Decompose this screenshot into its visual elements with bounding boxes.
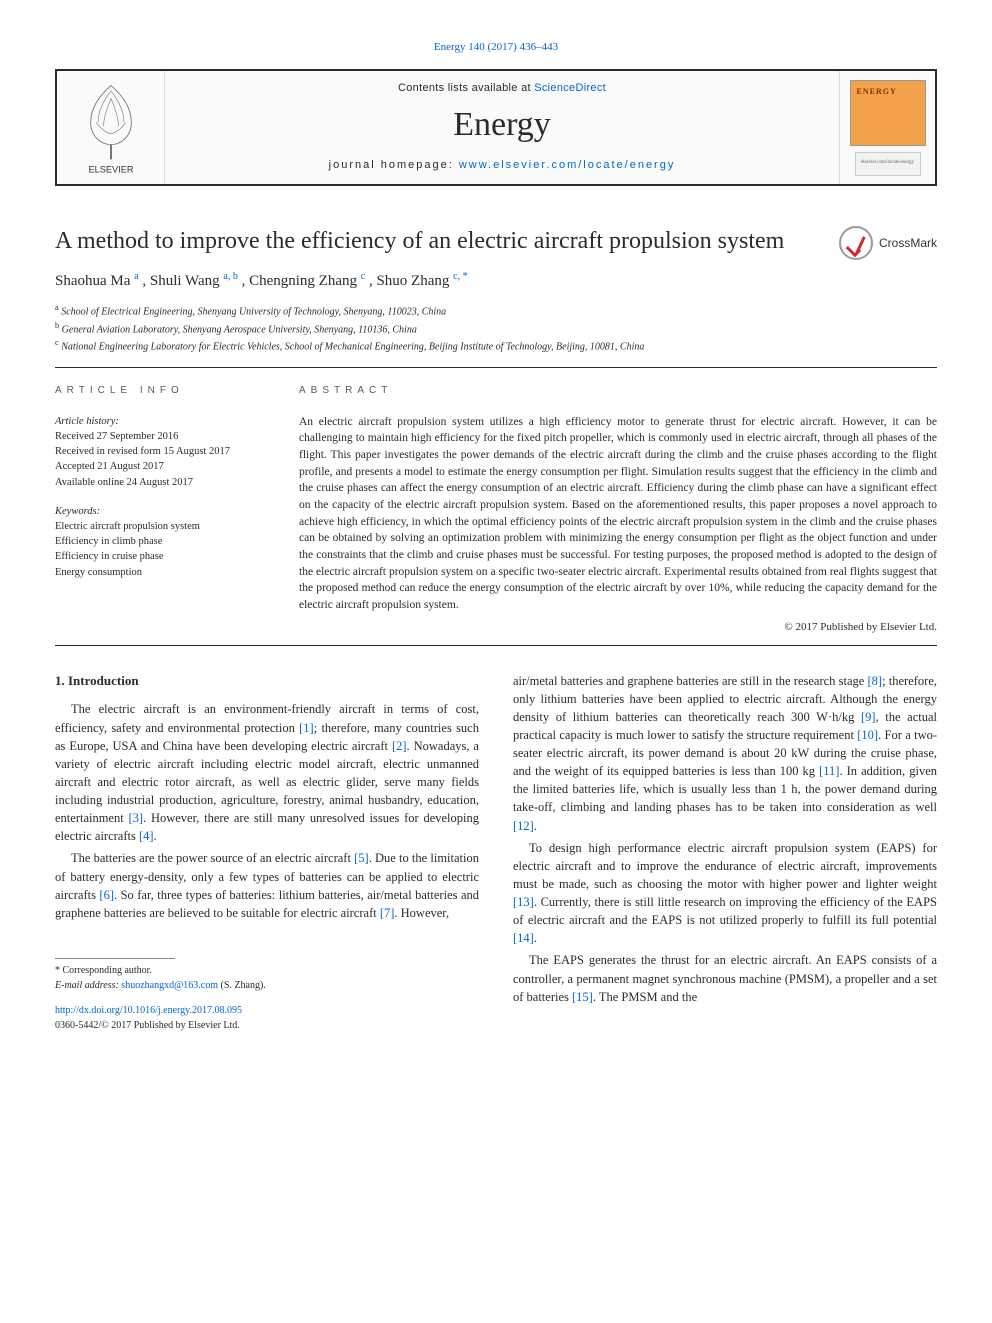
email-line: E-mail address: shuozhangxd@163.com (S. … [55,978,479,993]
intro-p1: The electric aircraft is an environment-… [55,700,479,845]
ref-6[interactable]: [6] [99,888,114,902]
history-accepted: Accepted 21 August 2017 [55,459,265,474]
history-revised: Received in revised form 15 August 2017 [55,444,265,459]
right-p2: To design high performance electric airc… [513,839,937,948]
ref-7[interactable]: [7] [380,906,395,920]
elsevier-tree-icon: ELSEVIER [67,80,155,176]
divider-top [55,367,937,368]
ref-9[interactable]: [9] [861,710,876,724]
author-1: Shaohua Ma [55,273,134,289]
divider-bottom [55,645,937,646]
author-3: , Chengning Zhang [242,273,361,289]
author-3-aff: c [361,271,365,282]
article-history: Article history: Received 27 September 2… [55,414,265,490]
sciencedirect-link[interactable]: ScienceDirect [534,82,606,94]
ref-1[interactable]: [1] [299,721,314,735]
crossmark-label: CrossMark [879,235,937,251]
author-2: , Shuli Wang [142,273,223,289]
issn-line: 0360-5442/© 2017 Published by Elsevier L… [55,1018,479,1033]
ref-4[interactable]: [4] [139,829,154,843]
author-1-aff: a [134,271,138,282]
keyword-2: Efficiency in climb phase [55,534,265,549]
locate-thumb: elsevier.com/locate/energy [855,152,921,176]
ref-2[interactable]: [2] [392,739,407,753]
issue-citation: Energy 140 (2017) 436–443 [55,40,937,55]
keywords-block: Keywords: Electric aircraft propulsion s… [55,504,265,580]
crossmark-icon [839,226,873,260]
affiliation-a: a School of Electrical Engineering, Shen… [55,302,937,320]
article-info-heading: ARTICLE INFO [55,384,265,398]
ref-13[interactable]: [13] [513,895,534,909]
journal-cover-thumb [850,80,926,146]
ref-10[interactable]: [10] [857,728,878,742]
right-p1: air/metal batteries and graphene batteri… [513,672,937,835]
body-columns: 1. Introduction The electric aircraft is… [55,672,937,1033]
author-4-aff: c, * [453,271,467,282]
left-footer: * Corresponding author. E-mail address: … [55,958,479,1033]
affiliations: a School of Electrical Engineering, Shen… [55,302,937,355]
contents-line: Contents lists available at ScienceDirec… [171,81,833,96]
journal-name: Energy [171,102,833,148]
affiliation-b: b General Aviation Laboratory, Shenyang … [55,320,937,338]
email-link[interactable]: shuozhangxd@163.com [121,980,218,991]
abstract-heading: ABSTRACT [299,384,937,398]
right-p3: The EAPS generates the thrust for an ele… [513,951,937,1005]
keyword-3: Efficiency in cruise phase [55,549,265,564]
title-row: A method to improve the efficiency of an… [55,226,937,260]
ref-8[interactable]: [8] [868,674,883,688]
intro-heading: 1. Introduction [55,672,479,691]
contents-pre: Contents lists available at [398,82,534,94]
ref-14[interactable]: [14] [513,931,534,945]
ref-12[interactable]: [12] [513,819,534,833]
meta-abstract-row: ARTICLE INFO Article history: Received 2… [55,384,937,634]
article-info-column: ARTICLE INFO Article history: Received 2… [55,384,265,634]
abstract-text: An electric aircraft propulsion system u… [299,414,937,614]
author-2-aff: a, b [223,271,237,282]
paper-title: A method to improve the efficiency of an… [55,226,839,256]
author-4: , Shuo Zhang [369,273,453,289]
publisher-logo: ELSEVIER [57,71,165,185]
homepage-pre: journal homepage: [329,159,459,171]
history-online: Available online 24 August 2017 [55,475,265,490]
doi-link[interactable]: http://dx.doi.org/10.1016/j.energy.2017.… [55,1005,242,1016]
keyword-1: Electric aircraft propulsion system [55,519,265,534]
keywords-label: Keywords: [55,504,265,519]
copyright-line: © 2017 Published by Elsevier Ltd. [299,620,937,635]
homepage-link[interactable]: www.elsevier.com/locate/energy [459,159,676,171]
ref-5[interactable]: [5] [354,851,369,865]
affiliation-c: c National Engineering Laboratory for El… [55,337,937,355]
ref-15[interactable]: [15] [572,990,593,1004]
history-received: Received 27 September 2016 [55,429,265,444]
footnote-rule [55,958,175,959]
journal-banner: ELSEVIER Contents lists available at Sci… [55,69,937,187]
keyword-4: Energy consumption [55,565,265,580]
journal-homepage: journal homepage: www.elsevier.com/locat… [171,158,833,173]
issue-citation-link[interactable]: Energy 140 (2017) 436–443 [434,41,558,53]
svg-text:ELSEVIER: ELSEVIER [88,164,133,174]
intro-p2: The batteries are the power source of an… [55,849,479,922]
ref-3[interactable]: [3] [128,811,143,825]
crossmark-badge[interactable]: CrossMark [839,226,937,260]
banner-center: Contents lists available at ScienceDirec… [165,71,839,185]
abstract-column: ABSTRACT An electric aircraft propulsion… [299,384,937,634]
right-column: air/metal batteries and graphene batteri… [513,672,937,1033]
history-label: Article history: [55,414,265,429]
left-column: 1. Introduction The electric aircraft is… [55,672,479,1033]
banner-right-thumbs: elsevier.com/locate/energy [839,71,935,185]
ref-11[interactable]: [11] [819,764,839,778]
authors-line: Shaohua Ma a , Shuli Wang a, b , Chengni… [55,270,937,291]
doi-line: http://dx.doi.org/10.1016/j.energy.2017.… [55,1003,479,1018]
corresponding-author: * Corresponding author. [55,963,479,978]
